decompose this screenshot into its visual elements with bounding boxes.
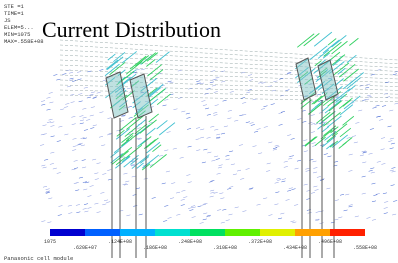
info-line: MAX=.558E+08 <box>4 38 44 45</box>
color-bar-label: .248E+08 <box>178 239 202 245</box>
color-bar-label: .434E+08 <box>283 245 307 251</box>
color-bar-label: .558E+08 <box>353 245 377 251</box>
color-bar-label: 1075 <box>44 239 56 245</box>
info-line: STE =1 <box>4 3 25 10</box>
color-bar-label: .186E+08 <box>143 245 167 251</box>
color-bar-label: .620E+07 <box>73 245 97 251</box>
color-bar-label: .310E+08 <box>213 245 237 251</box>
footer: Panasonic cell module <box>4 255 73 262</box>
color-bar-label: .372E+08 <box>248 239 272 245</box>
info-line: JS <box>4 17 11 24</box>
title: Current Distribution <box>42 17 221 42</box>
color-bar-label: .496E+08 <box>318 239 342 245</box>
color-bar <box>50 229 365 236</box>
color-bar-label: .124E+08 <box>108 239 132 245</box>
info-line: TIME=1 <box>4 10 25 17</box>
info-line: ELEM=5... <box>4 24 34 31</box>
info-line: MIN=1075 <box>4 31 30 38</box>
simulation-view: STE =1 TIME=1 JS ELEM=5... MIN=1075 MAX=… <box>0 0 398 263</box>
